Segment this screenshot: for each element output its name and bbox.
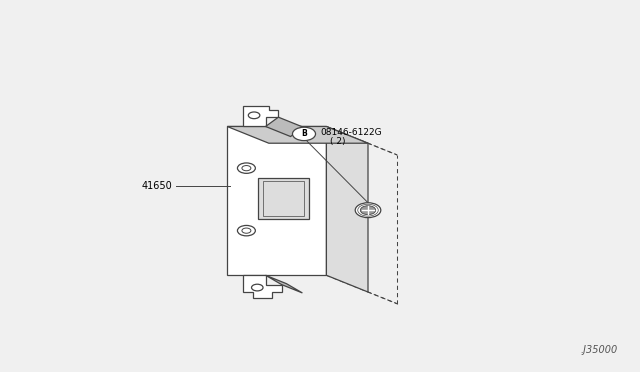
Circle shape bbox=[237, 163, 255, 173]
Polygon shape bbox=[227, 126, 326, 275]
Polygon shape bbox=[243, 275, 282, 298]
Circle shape bbox=[355, 203, 381, 218]
Text: .J35000: .J35000 bbox=[580, 345, 618, 355]
Polygon shape bbox=[266, 117, 303, 137]
Text: ( 2): ( 2) bbox=[330, 137, 345, 146]
Circle shape bbox=[237, 225, 255, 236]
Bar bbox=[258, 178, 309, 219]
Text: 08146-6122G: 08146-6122G bbox=[321, 128, 382, 137]
Polygon shape bbox=[243, 106, 278, 126]
Text: B: B bbox=[301, 129, 307, 138]
Circle shape bbox=[292, 127, 316, 141]
Polygon shape bbox=[326, 126, 368, 292]
Polygon shape bbox=[266, 275, 303, 293]
Polygon shape bbox=[227, 126, 368, 143]
Text: 41650: 41650 bbox=[142, 181, 173, 191]
Circle shape bbox=[360, 206, 376, 215]
Bar bbox=[263, 181, 304, 216]
